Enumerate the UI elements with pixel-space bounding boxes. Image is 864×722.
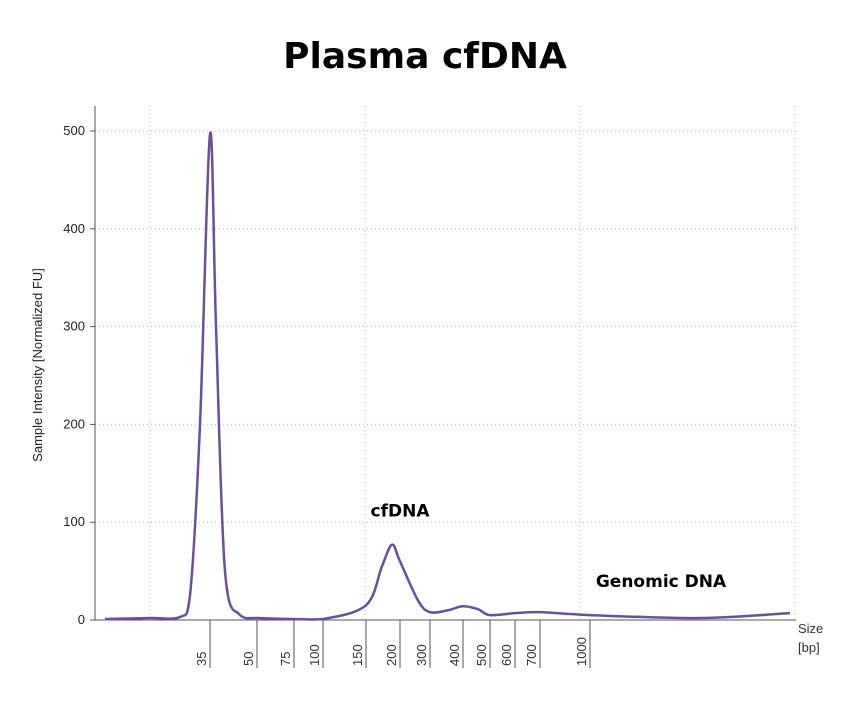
y-axis-title: Sample Intensity [Normalized FU] — [30, 268, 45, 462]
x-tick-label: 150 — [350, 644, 365, 666]
y-tick-label: 200 — [63, 416, 85, 431]
y-tick-label: 0 — [78, 612, 85, 627]
y-tick-label: 400 — [63, 221, 85, 236]
annotation-label: Genomic DNA — [596, 572, 727, 592]
axes — [94, 106, 796, 621]
annotations: cfDNA Genomic DNA — [371, 501, 727, 591]
annotation-label: cfDNA — [371, 501, 431, 521]
x-tick-label: 500 — [474, 644, 489, 666]
grid — [95, 106, 796, 620]
x-tick-label: 400 — [447, 644, 462, 666]
x-tick-label: 700 — [524, 644, 539, 666]
x-axis-unit-size: Size — [798, 621, 823, 636]
x-tick-label: 300 — [414, 644, 429, 666]
y-tick-label: 500 — [63, 123, 85, 138]
x-tick-label: 50 — [241, 652, 256, 666]
x-axis-unit-bp: [bp] — [798, 640, 820, 655]
y-tick-label: 300 — [63, 319, 85, 334]
sample-trace-line — [104, 131, 791, 621]
x-tick-label: 200 — [384, 644, 399, 666]
y-axis-ticks: 0 100 200 300 400 500 — [63, 123, 95, 627]
x-axis-ticks: 35 50 75 100 150 200 300 400 500 600 700 1000 — [194, 620, 591, 668]
y-tick-label: 100 — [63, 514, 85, 529]
x-tick-label: 100 — [307, 644, 322, 666]
chart-title: Plasma cfDNA — [283, 36, 567, 77]
x-tick-label: 1000 — [574, 637, 589, 666]
x-tick-label: 35 — [194, 652, 209, 666]
x-tick-label: 600 — [499, 644, 514, 666]
trace-layer — [104, 131, 791, 621]
x-tick-label: 75 — [278, 652, 293, 666]
